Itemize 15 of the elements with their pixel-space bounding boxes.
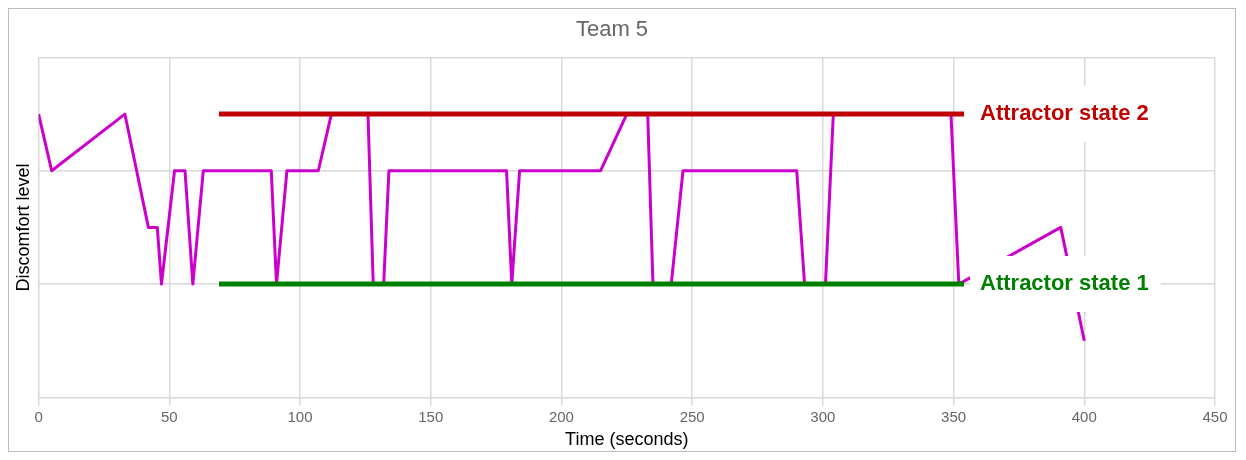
x-tick-label: 250: [679, 407, 705, 425]
x-tick-label: 50: [160, 407, 178, 425]
x-axis-title: Time (seconds): [565, 429, 689, 450]
x-tick-label: 200: [548, 407, 574, 425]
series-label: Attractor state 2: [980, 100, 1149, 126]
x-tick-label: 150: [418, 407, 444, 425]
x-tick-label: 450: [1202, 407, 1228, 425]
x-tick-label: 350: [941, 407, 967, 425]
chart-title: Team 5: [575, 16, 649, 42]
series-label: Attractor state 1: [980, 270, 1149, 296]
y-axis-title: Discomfort level: [12, 163, 33, 292]
x-tick-label: 400: [1071, 407, 1097, 425]
x-tick-label: 100: [287, 407, 313, 425]
x-tick-label: 0: [34, 407, 43, 425]
x-tick-label: 300: [810, 407, 836, 425]
